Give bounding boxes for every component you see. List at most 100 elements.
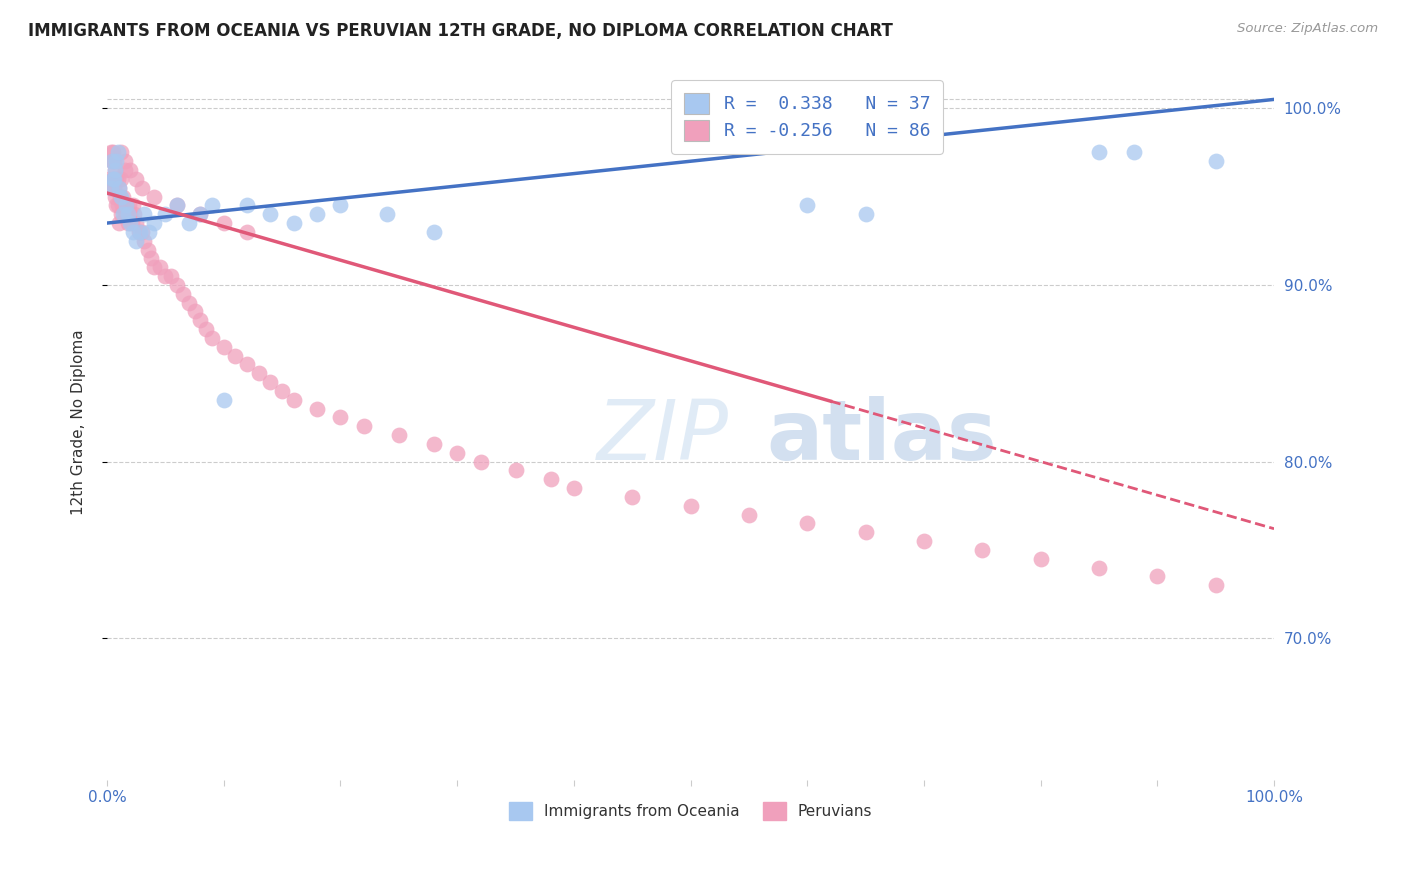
Point [104, 189, 127, 203]
Point [388, 428, 411, 442]
Point [110, 172, 132, 186]
Point [195, 322, 218, 336]
Text: ZIP: ZIP [598, 396, 730, 476]
Point [114, 154, 136, 169]
Point [110, 145, 132, 160]
Point [160, 268, 183, 283]
Point [972, 543, 994, 558]
Point [105, 154, 128, 169]
Point [110, 189, 132, 203]
Point [190, 207, 212, 221]
Point [912, 534, 935, 549]
Point [100, 154, 122, 169]
Point [100, 180, 122, 194]
Point [679, 499, 702, 513]
Point [120, 163, 142, 178]
Point [540, 472, 562, 486]
Point [1146, 569, 1168, 583]
Point [131, 180, 153, 194]
Legend: Immigrants from Oceania, Peruvians: Immigrants from Oceania, Peruvians [503, 796, 879, 826]
Point [283, 216, 305, 230]
Point [121, 216, 143, 230]
Point [307, 207, 329, 221]
Point [103, 180, 125, 194]
Point [236, 198, 259, 212]
Point [114, 207, 136, 221]
Point [166, 198, 188, 212]
Point [104, 163, 127, 178]
Point [107, 180, 129, 194]
Point [100, 145, 122, 160]
Point [796, 198, 818, 212]
Point [115, 207, 138, 221]
Point [101, 172, 124, 186]
Y-axis label: 12th Grade, No Diploma: 12th Grade, No Diploma [72, 329, 86, 515]
Point [271, 384, 294, 398]
Point [505, 463, 527, 477]
Point [125, 172, 148, 186]
Point [259, 207, 281, 221]
Point [110, 207, 132, 221]
Point [201, 198, 224, 212]
Point [142, 189, 165, 203]
Point [738, 508, 761, 522]
Point [224, 349, 246, 363]
Point [120, 207, 142, 221]
Point [134, 207, 156, 221]
Point [112, 189, 135, 203]
Point [125, 216, 148, 230]
Point [1205, 578, 1227, 592]
Point [423, 437, 446, 451]
Text: IMMIGRANTS FROM OCEANIA VS PERUVIAN 12TH GRADE, NO DIPLOMA CORRELATION CHART: IMMIGRANTS FROM OCEANIA VS PERUVIAN 12TH… [28, 22, 893, 40]
Point [236, 225, 259, 239]
Point [177, 295, 200, 310]
Point [105, 172, 128, 186]
Point [111, 198, 134, 212]
Point [177, 216, 200, 230]
Point [103, 154, 125, 169]
Point [1088, 560, 1111, 574]
Point [117, 216, 139, 230]
Point [247, 366, 270, 380]
Point [107, 198, 129, 212]
Point [107, 180, 129, 194]
Point [212, 216, 235, 230]
Point [112, 207, 135, 221]
Point [855, 525, 877, 540]
Point [114, 198, 136, 212]
Point [172, 286, 194, 301]
Point [353, 419, 375, 434]
Point [423, 225, 446, 239]
Point [375, 207, 398, 221]
Point [120, 216, 142, 230]
Point [103, 172, 125, 186]
Point [283, 392, 305, 407]
Point [183, 304, 205, 318]
Point [259, 375, 281, 389]
Point [121, 225, 143, 239]
Point [114, 198, 136, 212]
Point [101, 172, 124, 186]
Text: atlas: atlas [766, 396, 997, 476]
Point [141, 252, 163, 266]
Point [796, 516, 818, 531]
Point [166, 277, 188, 292]
Point [621, 490, 644, 504]
Point [128, 225, 150, 239]
Point [329, 198, 352, 212]
Point [107, 216, 129, 230]
Text: Source: ZipAtlas.com: Source: ZipAtlas.com [1237, 22, 1378, 36]
Point [107, 145, 129, 160]
Point [117, 207, 139, 221]
Point [107, 172, 129, 186]
Point [125, 234, 148, 248]
Point [212, 392, 235, 407]
Point [1205, 154, 1227, 169]
Point [100, 180, 122, 194]
Point [142, 216, 165, 230]
Point [329, 410, 352, 425]
Point [100, 154, 122, 169]
Point [1088, 145, 1111, 160]
Point [236, 358, 259, 372]
Point [101, 145, 124, 160]
